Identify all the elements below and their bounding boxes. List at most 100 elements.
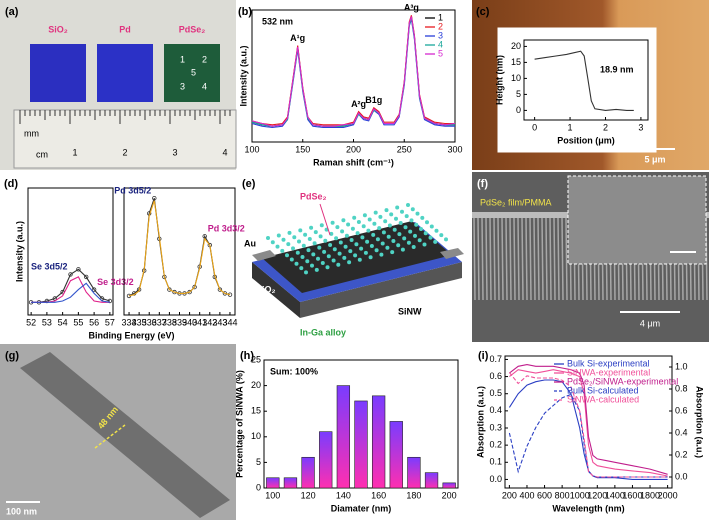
nanowire-dot bbox=[314, 267, 319, 272]
nanowire-dot bbox=[343, 244, 348, 249]
sample-number: 4 bbox=[202, 81, 207, 91]
nanowire-dot bbox=[371, 232, 376, 237]
y-tick-label: 0.3 bbox=[489, 422, 502, 432]
nanowire-line bbox=[541, 217, 544, 301]
nanowire-dot bbox=[403, 225, 408, 230]
sample-number: 5 bbox=[191, 67, 196, 77]
series-line bbox=[509, 369, 668, 477]
bar bbox=[266, 477, 280, 489]
nanowire-dot bbox=[369, 244, 374, 248]
y2-tick-label: 0.0 bbox=[675, 471, 688, 481]
sample-number: 2 bbox=[202, 54, 207, 64]
nanowire-line bbox=[533, 217, 536, 301]
nanowire-dot bbox=[310, 263, 314, 268]
x-tick-label: 1800 bbox=[640, 490, 660, 500]
nanowire-dot bbox=[287, 230, 292, 235]
nanowire-dot bbox=[291, 246, 295, 251]
x-tick-label: 400 bbox=[519, 490, 534, 500]
annotation: 532 nm bbox=[262, 16, 293, 26]
x-tick-label: 800 bbox=[555, 490, 570, 500]
nanowire-dot bbox=[408, 229, 413, 234]
panel-label: (a) bbox=[5, 6, 19, 18]
scale-bar-label: 100 nm bbox=[6, 506, 37, 516]
annotation: Sum: 100% bbox=[270, 366, 318, 376]
nanowire-dot bbox=[316, 256, 320, 261]
y-tick-label: 0.0 bbox=[489, 474, 502, 484]
nanowire-dot bbox=[379, 252, 384, 257]
y-tick-label: 5 bbox=[256, 457, 261, 467]
y-tick-label: 0.1 bbox=[489, 457, 502, 467]
nanowire-line bbox=[473, 217, 476, 301]
nanowire-dot bbox=[312, 241, 317, 246]
nanowire-line bbox=[549, 217, 552, 301]
nanowire-dot bbox=[425, 220, 429, 225]
x-tick-label: 200 bbox=[502, 490, 517, 500]
y2-tick-label: 0.2 bbox=[675, 449, 688, 459]
legend-label: Bulk Si-experimental bbox=[567, 358, 650, 368]
peak-label: B1g bbox=[365, 95, 382, 105]
peak-label: A³g bbox=[404, 3, 419, 13]
schematic-label: SiNW bbox=[398, 306, 422, 316]
nanowire-line bbox=[537, 217, 540, 301]
x-axis-title: Wavelength (nm) bbox=[552, 503, 624, 513]
x-tick-label: 1 bbox=[568, 122, 573, 132]
x-tick-label: 100 bbox=[265, 490, 280, 500]
panel-label: (d) bbox=[4, 178, 18, 190]
scale-bar-label: 4 μm bbox=[640, 318, 660, 328]
nanowire-line bbox=[485, 217, 488, 301]
nanowire-dot bbox=[409, 218, 414, 223]
nanowire-dot bbox=[292, 235, 297, 240]
y-tick-label: 0.2 bbox=[489, 440, 502, 450]
au-electrode bbox=[440, 248, 464, 259]
sem-image: (f) PdSe₂ film/PMMA 4 μm bbox=[472, 172, 709, 342]
nanowire-dot bbox=[266, 236, 270, 240]
ruler-ticks bbox=[19, 110, 231, 124]
nanowire-dot bbox=[378, 214, 383, 219]
x-tick-label: 57 bbox=[105, 317, 115, 327]
y-tick-label: 10 bbox=[511, 73, 521, 83]
nanowire-dot bbox=[354, 242, 359, 247]
nanowire-dot bbox=[286, 242, 291, 247]
nanowire-dot bbox=[390, 250, 395, 255]
peak-label: Pd 3d3/2 bbox=[208, 224, 245, 234]
nanowire-dot bbox=[289, 257, 294, 262]
legend-label: 4 bbox=[438, 39, 443, 49]
nanowire-dot bbox=[423, 231, 428, 236]
x-tick-label: 250 bbox=[397, 144, 412, 154]
x-tick-label: 56 bbox=[89, 317, 99, 327]
nanowire-dot bbox=[300, 255, 305, 259]
ruler-text: cm bbox=[36, 149, 48, 159]
nanowire-dot bbox=[305, 259, 310, 264]
x-tick-label: 180 bbox=[406, 490, 421, 500]
tem-image: 48 nm (g) 100 nm bbox=[0, 344, 236, 520]
nanowire-dot bbox=[363, 250, 368, 255]
nanowire-dot bbox=[406, 240, 411, 245]
series-line bbox=[251, 16, 455, 127]
ruler-text: 3 bbox=[172, 147, 177, 157]
y-axis-title: Percentage of SiNWA (%) bbox=[234, 370, 244, 478]
nanowire-dot bbox=[336, 262, 341, 267]
substrate-side bbox=[252, 262, 300, 318]
nanowire-dot bbox=[346, 222, 351, 227]
y2-axis-title: Absorption (a.u.) bbox=[695, 386, 705, 458]
nanowire-dot bbox=[322, 249, 327, 254]
nanowire-dot bbox=[332, 247, 337, 252]
nanowire-dot bbox=[359, 246, 364, 251]
plot-frame bbox=[123, 187, 236, 316]
bar bbox=[407, 456, 421, 489]
nanowire-dot bbox=[395, 205, 400, 210]
x-tick-label: 52 bbox=[26, 317, 36, 327]
nanowire-dot bbox=[377, 226, 382, 231]
x-tick-label: 342 bbox=[202, 317, 217, 327]
nanowire-dot bbox=[394, 216, 398, 221]
legend-label: Bulk Si-calculated bbox=[567, 385, 639, 395]
nanowire-dot bbox=[335, 225, 340, 230]
peak-label: A¹g bbox=[290, 33, 305, 43]
nanowire-dot bbox=[298, 228, 303, 233]
nanowire-dot bbox=[398, 221, 403, 225]
x-tick-label: 2 bbox=[603, 122, 608, 132]
x-tick-label: 2000 bbox=[658, 490, 678, 500]
sample-square bbox=[164, 44, 220, 102]
